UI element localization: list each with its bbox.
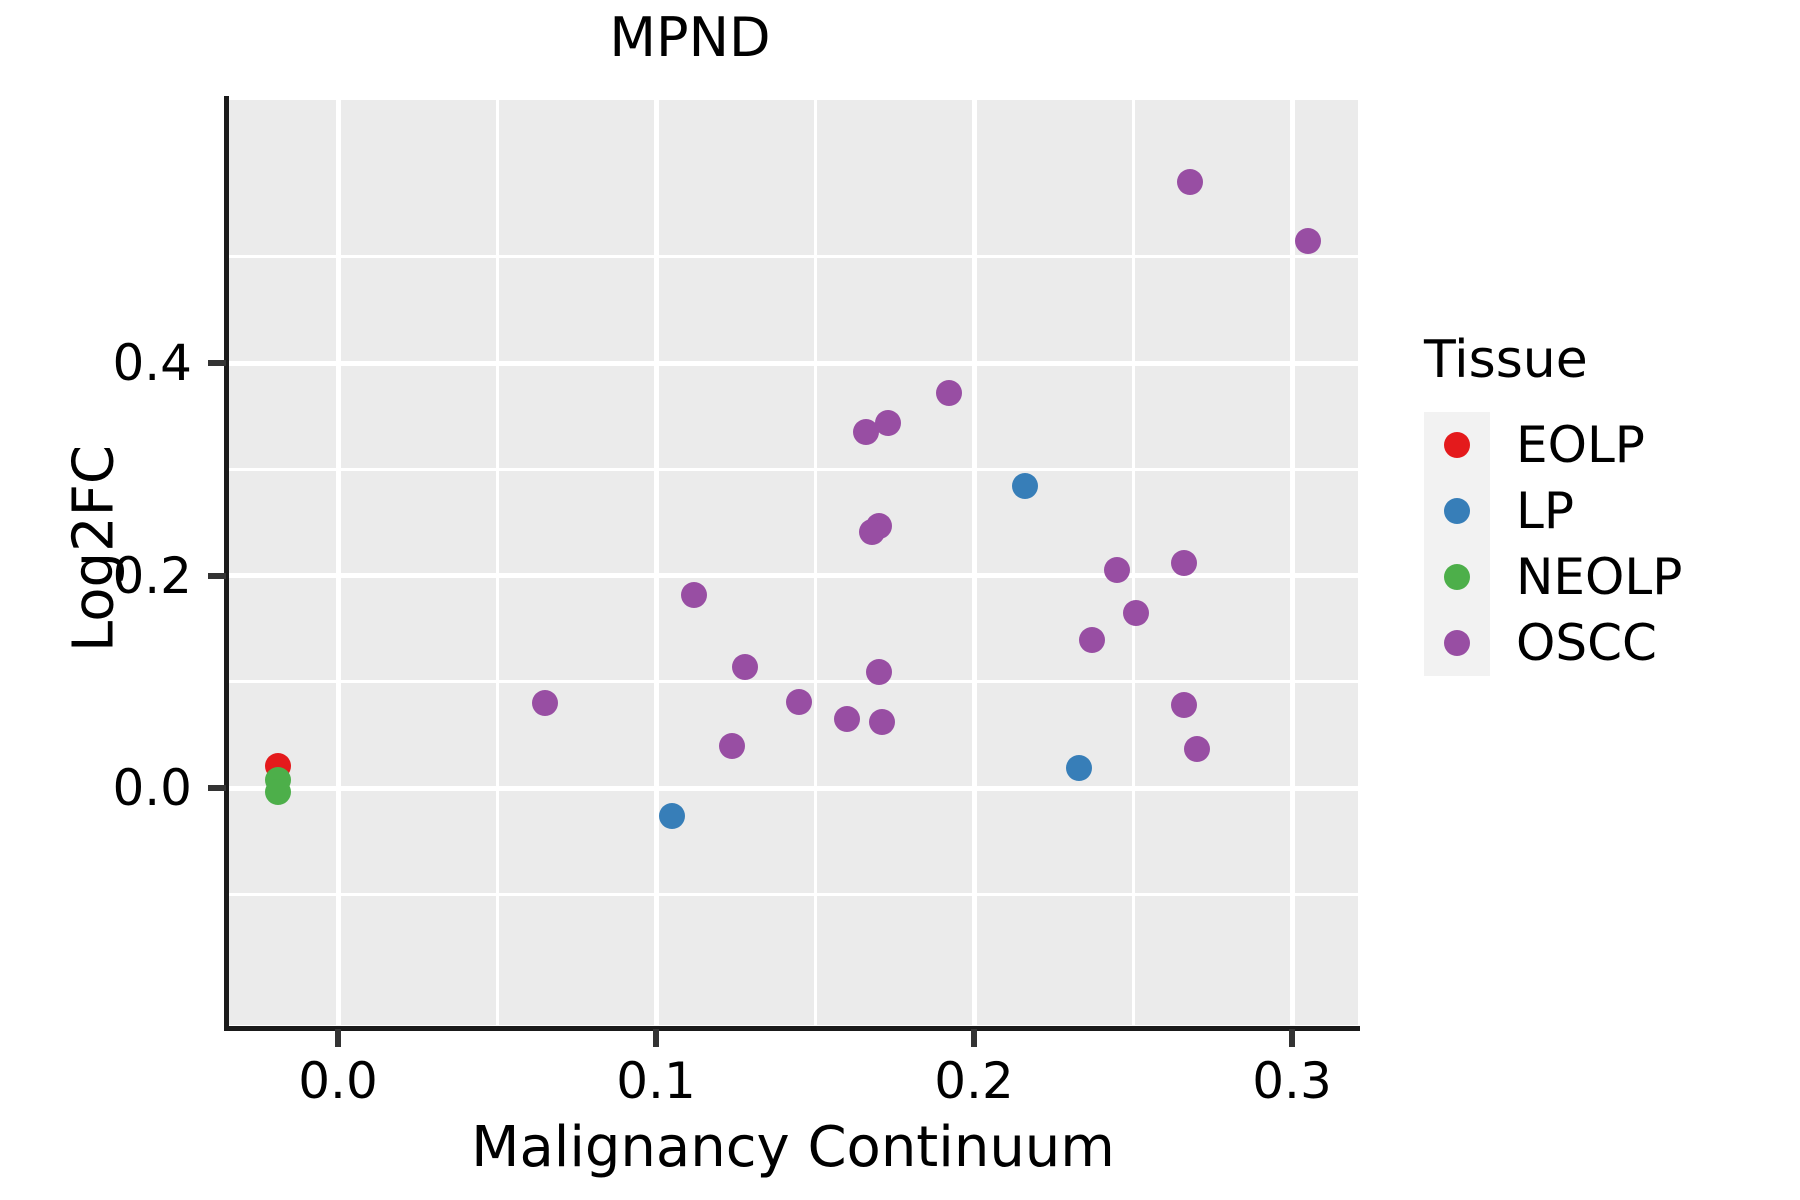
x-tick-mark: [971, 1029, 977, 1047]
legend-item-label: OSCC: [1516, 614, 1657, 672]
gridline-minor-horizontal: [228, 892, 1358, 896]
data-point-oscc: [732, 653, 759, 680]
gridline-minor-vertical: [495, 100, 499, 1025]
data-point-oscc: [833, 705, 860, 732]
data-point-lp: [658, 802, 685, 829]
legend-item-label: EOLP: [1516, 416, 1645, 474]
y-axis-label: Log2FC: [61, 445, 127, 652]
gridline-minor-vertical: [1131, 100, 1135, 1025]
legend-key-swatch: [1424, 412, 1490, 478]
y-tick-mark: [208, 360, 226, 366]
data-point-lp: [1065, 754, 1092, 781]
legend-item-label: LP: [1516, 482, 1575, 540]
y-tick-mark: [208, 785, 226, 791]
x-tick-label: 0.2: [934, 1052, 1014, 1110]
data-point-neolp: [264, 779, 291, 806]
data-point-oscc: [875, 409, 902, 436]
x-tick-mark: [335, 1029, 341, 1047]
legend-key-swatch: [1424, 478, 1490, 544]
data-point-oscc: [868, 709, 895, 736]
legend-title: Tissue: [1424, 330, 1588, 390]
gridline-major-vertical: [1289, 100, 1295, 1025]
page-title: MPND: [609, 6, 771, 69]
legend-key-swatch: [1424, 610, 1490, 676]
data-point-oscc: [859, 518, 886, 545]
legend-dot-icon: [1444, 564, 1470, 590]
x-tick-mark: [1289, 1029, 1295, 1047]
plot-panel: [228, 100, 1358, 1025]
x-tick-label: 0.0: [298, 1052, 378, 1110]
gridline-minor-vertical: [813, 100, 817, 1025]
y-tick-label: 0.0: [112, 759, 192, 817]
data-point-oscc: [1294, 227, 1321, 254]
y-tick-mark: [208, 572, 226, 579]
data-point-oscc: [1104, 557, 1131, 584]
legend-item-lp[interactable]: LP: [1424, 478, 1682, 544]
data-point-oscc: [1078, 627, 1105, 654]
legend-dot-icon: [1444, 630, 1470, 656]
data-point-oscc: [1170, 549, 1197, 576]
legend-item-oscc[interactable]: OSCC: [1424, 610, 1682, 676]
legend-item-label: NEOLP: [1516, 548, 1683, 606]
x-tick-label: 0.3: [1252, 1052, 1332, 1110]
data-point-oscc: [1177, 169, 1204, 196]
data-point-oscc: [719, 732, 746, 759]
gridline-major-vertical: [335, 100, 341, 1025]
data-point-oscc: [865, 659, 892, 686]
data-point-oscc: [1123, 599, 1150, 626]
x-axis-label: Malignancy Continuum: [471, 1115, 1115, 1180]
gridline-major-vertical: [971, 100, 977, 1025]
gridline-minor-horizontal: [228, 255, 1358, 259]
gridline-minor-horizontal: [228, 467, 1358, 471]
data-point-oscc: [786, 688, 813, 715]
x-axis-line: [224, 1026, 1360, 1031]
data-point-oscc: [852, 419, 879, 446]
legend-item-neolp[interactable]: NEOLP: [1424, 544, 1682, 610]
legend: Tissue EOLP LP NEOLP OSCC: [1424, 330, 1682, 676]
gridline-minor-horizontal: [228, 680, 1358, 684]
data-point-oscc: [1170, 692, 1197, 719]
gridline-major-horizontal: [228, 785, 1358, 791]
gridline-major-vertical: [653, 100, 659, 1025]
x-tick-label: 0.1: [616, 1052, 696, 1110]
y-tick-label: 0.4: [112, 334, 192, 392]
legend-key-swatch: [1424, 544, 1490, 610]
y-tick-label: 0.2: [112, 546, 192, 605]
data-point-oscc: [681, 581, 708, 608]
data-point-lp: [1011, 473, 1038, 500]
data-point-oscc: [1183, 735, 1210, 762]
data-point-oscc: [935, 379, 962, 406]
gridline-major-horizontal: [228, 573, 1358, 578]
legend-entries: EOLP LP NEOLP OSCC: [1424, 412, 1682, 676]
legend-dot-icon: [1444, 432, 1470, 458]
y-axis-line: [224, 96, 229, 1029]
x-tick-mark: [653, 1029, 659, 1047]
legend-dot-icon: [1444, 498, 1470, 524]
legend-item-eolp[interactable]: EOLP: [1424, 412, 1682, 478]
gridline-major-horizontal: [228, 360, 1358, 366]
data-point-oscc: [531, 690, 558, 716]
